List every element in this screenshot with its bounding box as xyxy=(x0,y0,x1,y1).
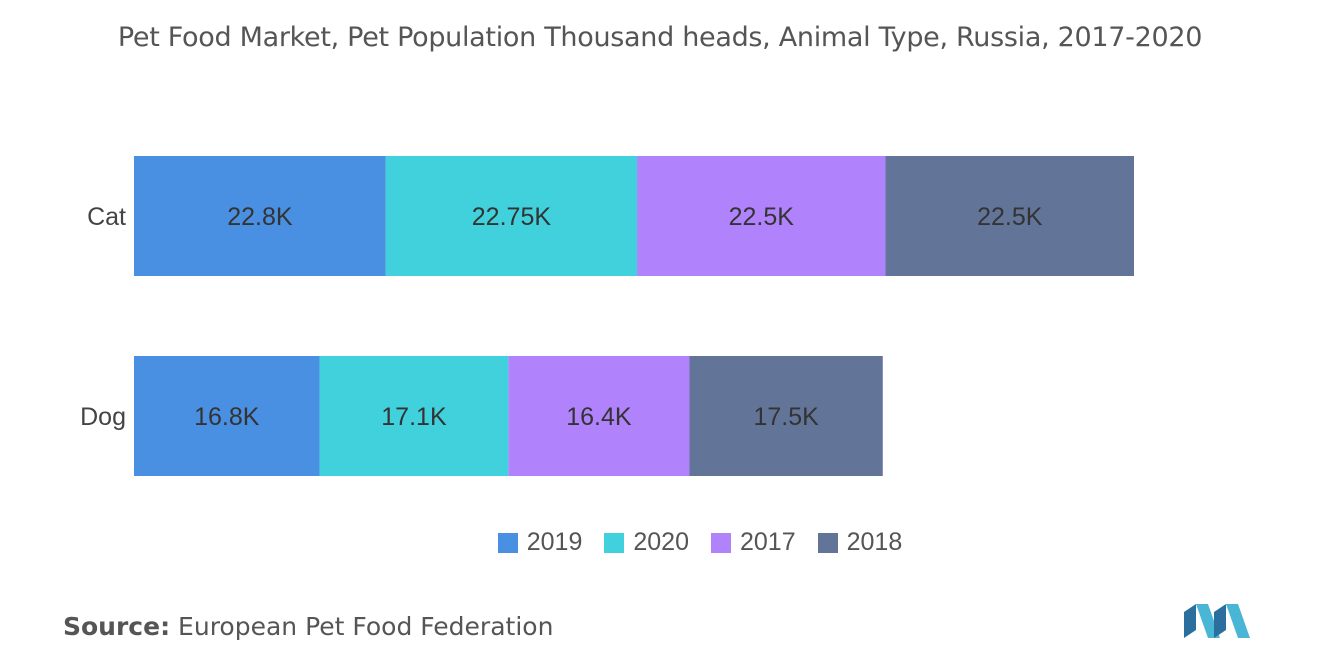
category-label-dog: Dog xyxy=(80,403,126,431)
bar-cat-2018 xyxy=(885,156,1134,276)
category-label-cat: Cat xyxy=(87,203,126,231)
legend-label: 2018 xyxy=(846,528,903,556)
data-label-cat-2018: 22.5K xyxy=(977,203,1043,231)
data-label-dog-2020: 17.1K xyxy=(381,403,447,431)
legend-item-2018: 2018 xyxy=(817,528,903,557)
data-label-dog-2017: 16.4K xyxy=(566,403,632,431)
stacked-bar-chart: Cat 22.8K 22.75K 22.5K 22.5K Dog 16.8K 17.1K 16.… xyxy=(80,156,1134,476)
bar-cat-2020 xyxy=(385,156,638,276)
bar-dog-2017 xyxy=(508,356,690,476)
bar-cat-2017 xyxy=(637,156,886,276)
legend-swatch xyxy=(711,532,731,553)
legend: 2019 2020 2017 2018 xyxy=(0,528,1320,557)
legend-item-2020: 2020 xyxy=(604,528,689,557)
data-label-dog-2018: 17.5K xyxy=(753,403,819,431)
legend-swatch xyxy=(497,532,518,553)
legend-item-2017: 2017 xyxy=(711,528,796,557)
source-label: Source: xyxy=(63,612,171,641)
source-note: Source: European Pet Food Federation xyxy=(63,612,553,641)
bar-dog-2019 xyxy=(134,356,320,476)
mordor-logo-icon xyxy=(1184,604,1250,638)
legend-label: 2017 xyxy=(740,528,796,556)
legend-item-2019: 2019 xyxy=(497,528,583,557)
data-label-dog-2019: 16.8K xyxy=(194,403,260,431)
legend-swatch xyxy=(604,532,625,553)
data-label-cat-2020: 22.75K xyxy=(472,203,552,231)
bar-dog-2018 xyxy=(689,356,883,476)
legend-label: 2020 xyxy=(633,528,689,556)
legend-swatch xyxy=(817,532,838,553)
chart-title: Pet Food Market, Pet Population Thousand… xyxy=(117,22,1203,53)
legend-label: 2019 xyxy=(526,528,583,556)
source-text: European Pet Food Federation xyxy=(178,612,554,641)
bar-dog-2020 xyxy=(319,356,509,476)
data-label-cat-2019: 22.8K xyxy=(227,203,293,231)
bar-cat-2019 xyxy=(134,156,386,276)
data-label-cat-2017: 22.5K xyxy=(729,203,795,231)
